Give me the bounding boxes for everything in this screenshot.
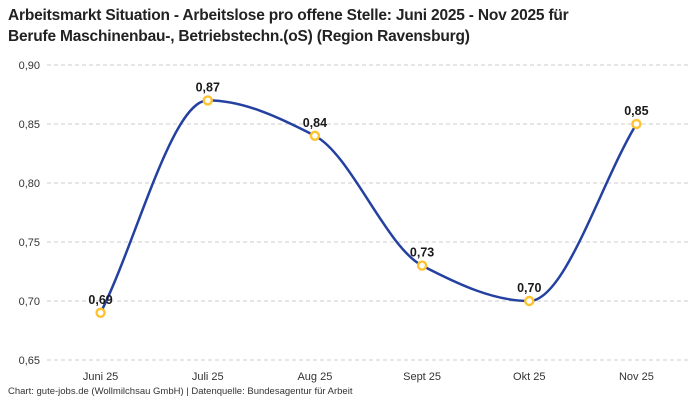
x-tick-label: Juni 25	[83, 371, 118, 383]
data-point-label: 0,73	[410, 246, 434, 260]
data-point-marker	[95, 307, 106, 318]
y-tick-label: 0,65	[19, 355, 40, 367]
footer-credit: Chart: gute-jobs.de (Wollmilchsau GmbH) …	[8, 386, 353, 397]
data-point-marker	[416, 260, 428, 271]
data-point-label: 0,84	[303, 116, 327, 130]
y-tick-label: 0,75	[19, 237, 40, 249]
x-tick-label: Juli 25	[192, 371, 224, 383]
chart-title-line2: Berufe Maschinenbau-, Betriebstechn.(oS)…	[8, 28, 470, 45]
chart-title: Arbeitsmarkt Situation - Arbeitslose pro…	[8, 5, 569, 47]
data-point-label: 0,85	[624, 104, 648, 118]
y-tick-label: 0,90	[19, 60, 40, 72]
x-tick-label: Okt 25	[513, 371, 545, 383]
y-tick-label: 0,80	[19, 178, 40, 190]
x-tick-label: Sept 25	[403, 371, 441, 383]
line-series	[99, 99, 638, 315]
data-point-marker	[524, 295, 535, 307]
data-point-label: 0,87	[196, 80, 220, 94]
data-point-marker	[202, 95, 213, 106]
x-tick-label: Aug 25	[297, 371, 332, 383]
x-tick-label: Nov 25	[619, 371, 654, 383]
y-tick-label: 0,85	[19, 119, 40, 131]
y-tick-label: 0,70	[19, 296, 40, 308]
data-point-marker	[631, 118, 642, 130]
data-point-marker	[309, 130, 321, 142]
chart-title-line1: Arbeitsmarkt Situation - Arbeitslose pro…	[8, 7, 569, 24]
data-point-label: 0,70	[517, 281, 541, 295]
data-point-label: 0,69	[88, 293, 112, 307]
